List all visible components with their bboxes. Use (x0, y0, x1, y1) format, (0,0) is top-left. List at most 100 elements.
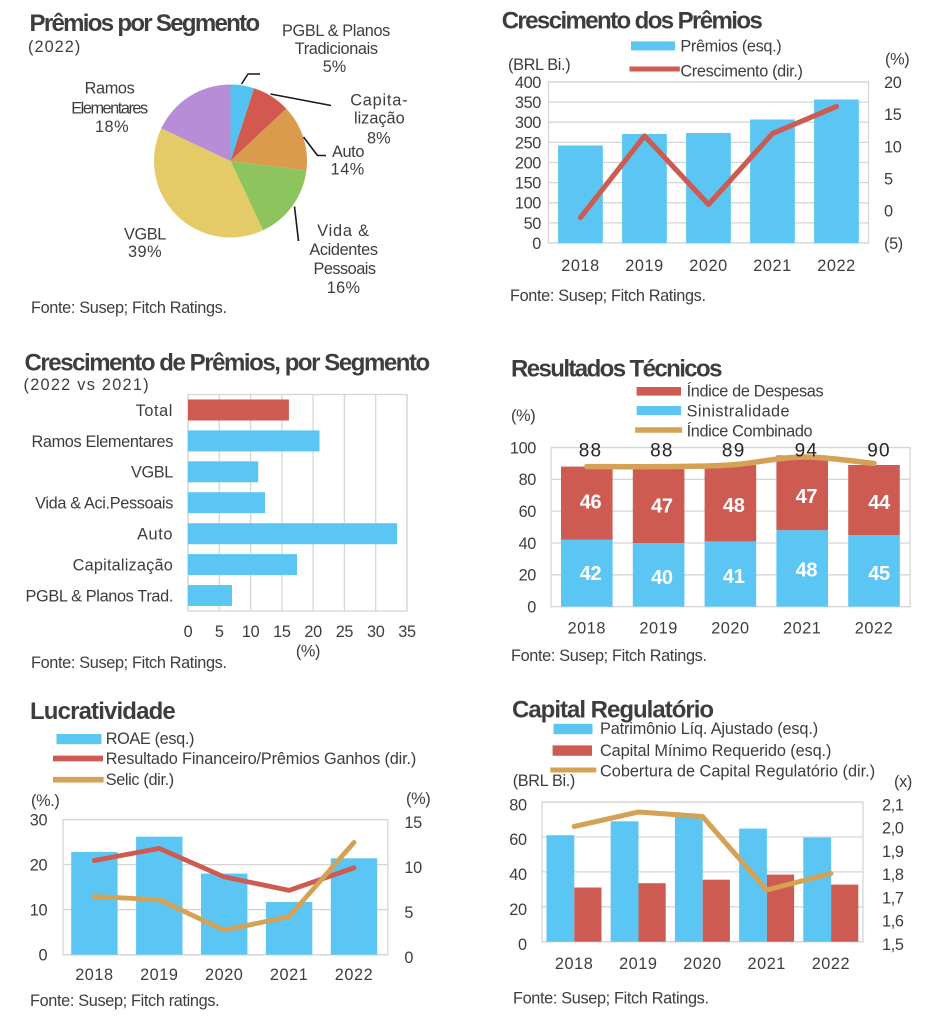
svg-text:(%): (%) (511, 407, 535, 425)
svg-text:350: 350 (515, 94, 541, 112)
svg-text:18%: 18% (95, 118, 129, 136)
svg-text:Fonte: Susep; Fitch Ratings.: Fonte: Susep; Fitch Ratings. (31, 299, 227, 317)
svg-text:(x): (x) (894, 773, 912, 791)
svg-text:46: 46 (580, 491, 602, 513)
svg-text:90: 90 (867, 441, 891, 462)
svg-text:VGBL: VGBL (124, 226, 166, 244)
svg-text:10: 10 (242, 623, 260, 641)
svg-text:Vida & Aci.Pessoais: Vida & Aci.Pessoais (35, 495, 173, 513)
svg-text:50: 50 (524, 215, 542, 233)
svg-text:Resultado Financeiro/Prêmios G: Resultado Financeiro/Prêmios Ganhos (dir… (106, 750, 416, 768)
svg-text:Índice Combinado: Índice Combinado (687, 422, 813, 441)
svg-text:20: 20 (509, 901, 527, 919)
svg-text:Resultados Técnicos: Resultados Técnicos (511, 356, 722, 383)
svg-text:47: 47 (651, 495, 673, 517)
svg-text:20: 20 (30, 857, 48, 875)
svg-text:Prêmios (esq.): Prêmios (esq.) (680, 38, 781, 56)
svg-text:42: 42 (580, 563, 602, 585)
svg-text:0: 0 (532, 235, 541, 253)
svg-text:400: 400 (515, 74, 541, 92)
svg-text:(2022 vs 2021): (2022 vs 2021) (24, 376, 150, 394)
svg-text:89: 89 (722, 441, 746, 462)
svg-text:Acidentes: Acidentes (309, 241, 378, 259)
svg-text:40: 40 (519, 535, 537, 553)
svg-text:60: 60 (509, 831, 527, 849)
svg-text:Total: Total (136, 402, 173, 420)
svg-text:(5): (5) (884, 235, 903, 253)
svg-text:Índice de Despesas: Índice de Despesas (687, 381, 824, 400)
svg-text:Fonte: Susep; Fitch Ratings.: Fonte: Susep; Fitch Ratings. (513, 990, 709, 1008)
svg-text:Capitalização: Capitalização (73, 557, 173, 575)
svg-text:Ramos Elementares: Ramos Elementares (31, 433, 173, 451)
svg-text:39%: 39% (128, 243, 162, 261)
svg-text:0: 0 (184, 623, 193, 641)
svg-text:Selic (dir.): Selic (dir.) (106, 771, 174, 789)
svg-text:2020: 2020 (683, 955, 721, 973)
svg-text:88: 88 (650, 441, 674, 462)
svg-text:VGBL: VGBL (131, 464, 173, 482)
svg-text:30: 30 (30, 812, 48, 830)
svg-text:45: 45 (868, 563, 890, 585)
svg-text:25: 25 (336, 623, 354, 641)
svg-text:20: 20 (884, 74, 902, 92)
svg-text:2022: 2022 (335, 966, 373, 984)
svg-text:100: 100 (510, 439, 536, 457)
svg-text:40: 40 (509, 866, 527, 884)
svg-text:2021: 2021 (270, 966, 308, 984)
svg-text:(%.): (%.) (31, 792, 59, 810)
svg-text:lização: lização (354, 110, 405, 128)
svg-text:Crescimento dos Prêmios: Crescimento dos Prêmios (502, 8, 763, 35)
svg-text:15: 15 (884, 106, 902, 124)
svg-text:16%: 16% (327, 279, 361, 297)
svg-text:1,7: 1,7 (882, 889, 904, 907)
svg-text:2018: 2018 (75, 966, 113, 984)
svg-text:48: 48 (796, 559, 818, 581)
svg-text:15: 15 (404, 814, 422, 832)
svg-text:200: 200 (515, 154, 541, 172)
svg-text:1,9: 1,9 (882, 843, 904, 861)
svg-text:44: 44 (868, 492, 891, 514)
svg-text:30: 30 (367, 623, 385, 641)
svg-text:2,1: 2,1 (882, 796, 904, 814)
svg-text:Cobertura de Capital Regulatór: Cobertura de Capital Regulatório (dir.) (600, 763, 875, 781)
svg-text:5: 5 (215, 623, 224, 641)
svg-text:2018: 2018 (555, 955, 593, 973)
svg-text:(%): (%) (885, 51, 909, 69)
svg-text:Ramos: Ramos (85, 80, 135, 98)
svg-text:100: 100 (515, 195, 541, 213)
svg-text:15: 15 (273, 623, 291, 641)
svg-text:41: 41 (723, 566, 745, 588)
svg-text:94: 94 (795, 441, 819, 462)
svg-text:2019: 2019 (619, 955, 657, 973)
svg-text:0: 0 (518, 936, 527, 954)
svg-text:5: 5 (884, 171, 893, 189)
svg-text:8%: 8% (367, 129, 391, 147)
svg-text:5%: 5% (323, 58, 347, 76)
svg-text:88: 88 (579, 441, 603, 462)
svg-text:2021: 2021 (783, 620, 821, 638)
svg-text:150: 150 (515, 175, 541, 193)
svg-text:2020: 2020 (689, 257, 727, 275)
svg-text:0: 0 (38, 947, 47, 965)
svg-text:20: 20 (519, 567, 537, 585)
svg-text:(2022): (2022) (28, 38, 81, 56)
svg-text:Fonte: Susep; Fitch ratings.: Fonte: Susep; Fitch ratings. (30, 992, 219, 1010)
svg-text:Vida &: Vida & (317, 222, 369, 240)
svg-text:2018: 2018 (561, 257, 599, 275)
svg-text:47: 47 (796, 486, 818, 508)
svg-text:2019: 2019 (625, 257, 663, 275)
svg-text:Tradicionais: Tradicionais (295, 40, 378, 58)
svg-text:2020: 2020 (711, 620, 749, 638)
svg-text:1,5: 1,5 (882, 936, 904, 954)
svg-text:(BRL Bi.): (BRL Bi.) (513, 772, 575, 790)
svg-text:Elementares: Elementares (71, 100, 148, 118)
svg-text:Capital Regulatório: Capital Regulatório (512, 697, 713, 724)
svg-text:Auto: Auto (137, 526, 173, 544)
svg-text:Lucratividade: Lucratividade (30, 698, 175, 725)
svg-text:35: 35 (398, 623, 416, 641)
svg-text:0: 0 (884, 203, 893, 221)
svg-text:250: 250 (515, 134, 541, 152)
svg-text:Fonte: Susep; Fitch Ratings.: Fonte: Susep; Fitch Ratings. (511, 647, 707, 665)
svg-text:Sinistralidade: Sinistralidade (687, 403, 790, 421)
svg-text:2018: 2018 (568, 620, 606, 638)
